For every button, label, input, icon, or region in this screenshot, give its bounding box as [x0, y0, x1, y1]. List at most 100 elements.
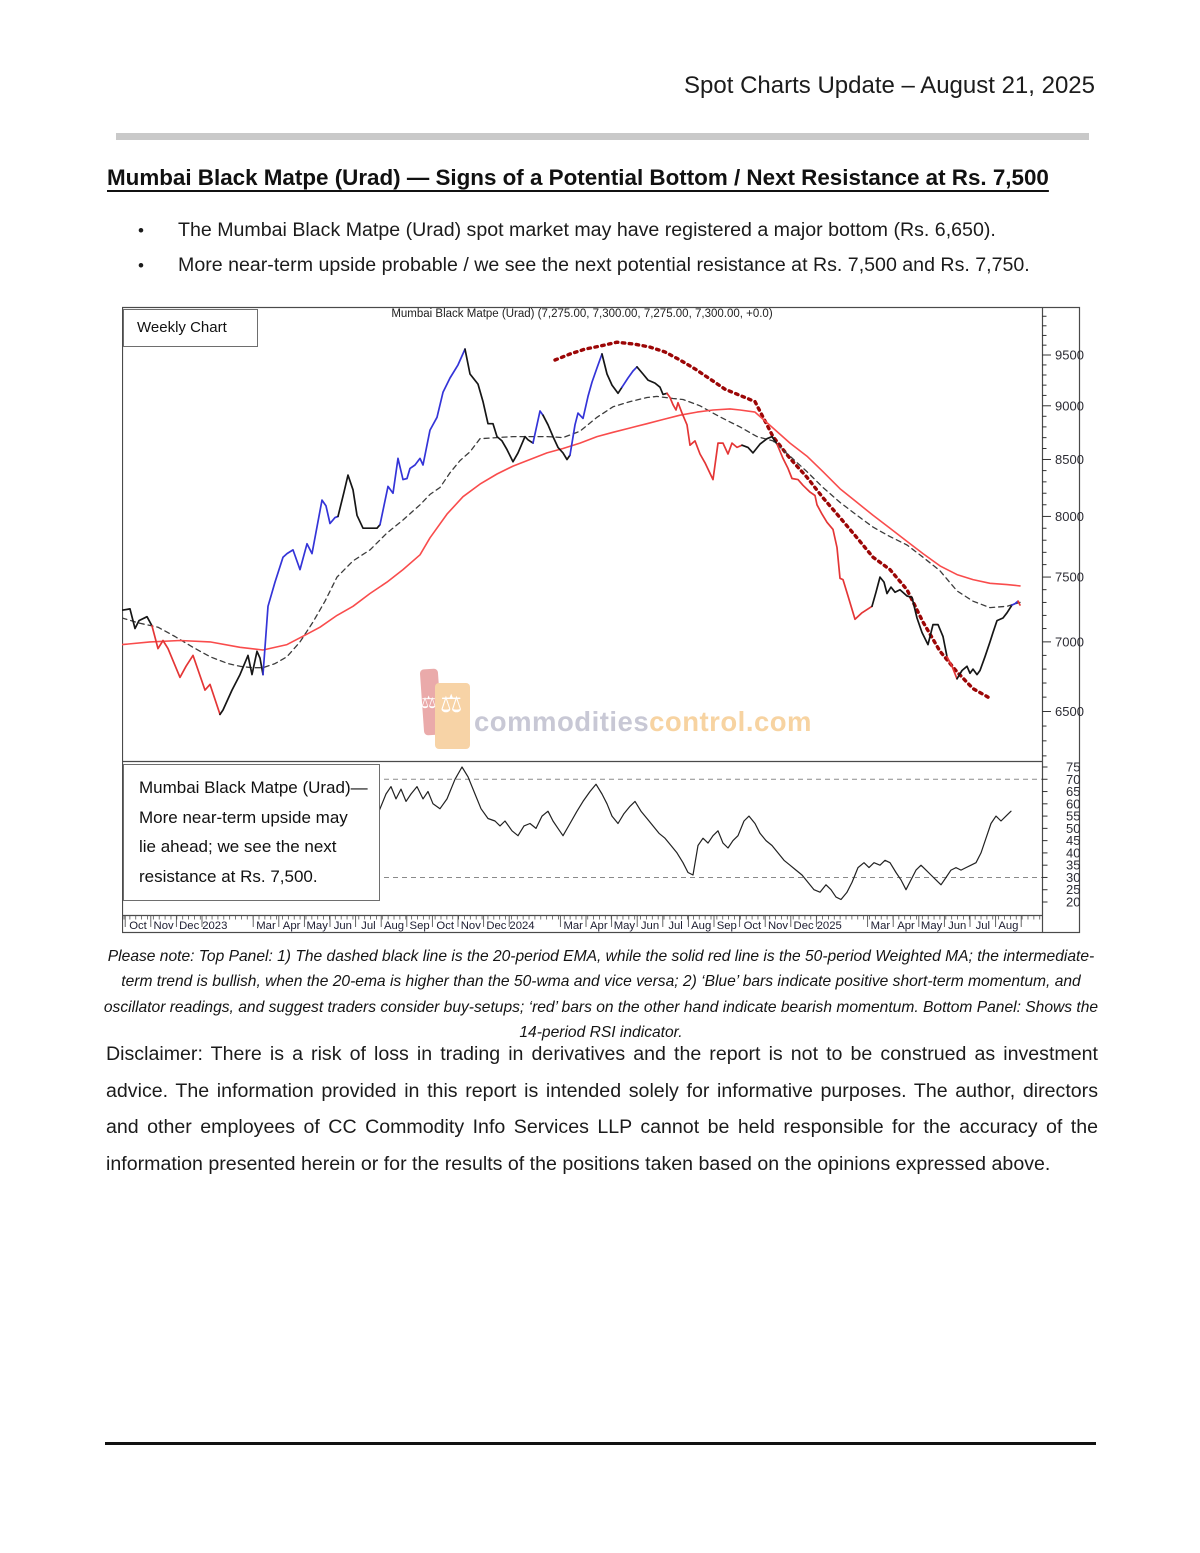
price-line-blue: [1011, 600, 1019, 606]
month-label: May: [307, 920, 329, 932]
month-label: Jul: [361, 920, 375, 932]
month-label: Mar: [256, 920, 276, 932]
price-line-red: [151, 625, 221, 716]
month-label: Nov: [154, 920, 174, 932]
rsi-tick-label: 70: [1066, 772, 1080, 787]
price-line-red: [1017, 600, 1021, 606]
section-title: Mumbai Black Matpe (Urad) — Signs of a P…: [107, 165, 1049, 190]
rsi-tick-label: 20: [1066, 894, 1080, 909]
bullet-item: • More near-term upside probable / we se…: [138, 254, 1108, 277]
month-label: 2025: [817, 920, 842, 932]
month-label: Apr: [590, 920, 608, 932]
month-label: Jun: [948, 920, 966, 932]
rsi-tick-label: 75: [1066, 760, 1080, 775]
price-line-black: [464, 348, 534, 463]
bullet-text: The Mumbai Black Matpe (Urad) spot marke…: [178, 219, 996, 241]
price-line-black: [871, 576, 948, 658]
resistance-arc-line: [553, 340, 990, 699]
chart-footnote: Please note: Top Panel: 1) The dashed bl…: [103, 948, 1099, 1041]
rsi-tick-label: 60: [1066, 796, 1080, 811]
month-label: May: [921, 920, 943, 932]
price-line-black: [601, 353, 623, 395]
price-line-black: [219, 650, 264, 716]
price-tick-label: 7500: [1055, 570, 1084, 585]
price-tick-label: 9000: [1055, 398, 1084, 413]
month-label: Jun: [334, 920, 352, 932]
month-label: Nov: [461, 920, 481, 932]
disclaimer: Disclaimer: There is a risk of loss in t…: [106, 1043, 1098, 1175]
price-line-red: [946, 655, 958, 680]
price-tick-label: 6500: [1055, 704, 1084, 719]
panel-label-box: Weekly Chart: [123, 309, 258, 347]
month-label: Oct: [436, 920, 454, 932]
price-line-black: [337, 474, 381, 530]
watermark-text-orange: control.com: [649, 706, 812, 737]
ema20-line: [122, 395, 1021, 669]
price-line-blue: [379, 348, 466, 526]
rsi-line: [378, 766, 1012, 901]
month-label: Mar: [871, 920, 891, 932]
rsi-tick-label: 65: [1066, 784, 1080, 799]
price-line-black: [542, 414, 571, 461]
rsi-tick-label: 45: [1066, 833, 1080, 848]
month-label: Dec: [179, 920, 199, 932]
price-line-red: [776, 443, 873, 621]
watermark-text-gray: commodities: [474, 706, 650, 737]
rsi-tick-label: 40: [1066, 845, 1080, 860]
price-tick-label: 9500: [1055, 348, 1084, 363]
month-label: 2023: [202, 920, 227, 932]
month-label: Jun: [641, 920, 659, 932]
month-label: Apr: [897, 920, 915, 932]
chart-annotation-box: Mumbai Black Matpe (Urad)— More near-ter…: [123, 764, 380, 901]
price-line-black: [636, 366, 668, 396]
watermark-text: commoditiescontrol.com: [474, 707, 812, 751]
month-label: Oct: [744, 920, 762, 932]
price-line-black: [122, 608, 153, 630]
scales-icon: ⚖: [421, 693, 437, 712]
price-line-blue: [569, 353, 603, 456]
month-label: Dec: [794, 920, 814, 932]
month-label: May: [614, 920, 636, 932]
price-line-blue: [621, 366, 638, 389]
month-label: Jul: [668, 920, 682, 932]
month-label: Dec: [486, 920, 506, 932]
header-divider: [116, 133, 1089, 140]
month-label: Aug: [384, 920, 404, 932]
month-label: Nov: [768, 920, 788, 932]
month-label: Aug: [998, 920, 1018, 932]
rsi-tick-label: 35: [1066, 858, 1080, 873]
month-label: Mar: [563, 920, 583, 932]
rsi-tick-label: 30: [1066, 870, 1080, 885]
rsi-tick-label: 55: [1066, 809, 1080, 824]
bullet-item: • The Mumbai Black Matpe (Urad) spot mar…: [138, 219, 1108, 242]
bullet-text: More near-term upside probable / we see …: [178, 254, 1030, 276]
month-label: Jul: [976, 920, 990, 932]
wma50-line: [122, 408, 1021, 651]
month-label: Sep: [717, 920, 737, 932]
month-label: 2024: [509, 920, 534, 932]
bullet-list: • The Mumbai Black Matpe (Urad) spot mar…: [138, 219, 1108, 289]
month-label: Aug: [691, 920, 711, 932]
month-label: Sep: [410, 920, 430, 932]
price-line-blue: [532, 410, 544, 444]
price-tick-label: 8500: [1055, 452, 1084, 467]
footer-rule: [105, 1442, 1096, 1445]
rsi-tick-label: 25: [1066, 882, 1080, 897]
month-label: Oct: [129, 920, 147, 932]
commoditiescontrol-watermark: ⚖ ⚖ commoditiescontrol.com: [419, 663, 812, 751]
chart-title: Mumbai Black Matpe (Urad) (7,275.00, 7,3…: [391, 308, 773, 320]
price-line-black: [956, 604, 1013, 680]
scales-icon: ⚖: [440, 690, 463, 718]
rsi-tick-label: 50: [1066, 821, 1080, 836]
price-tick-label: 8000: [1055, 509, 1084, 524]
weekly-price-chart: ⚖ ⚖ commoditiescontrol.com 6500 7000 7500 8…: [122, 305, 1090, 935]
price-tick-label: 7000: [1055, 634, 1084, 649]
page-header-title: Spot Charts Update – August 21, 2025: [684, 72, 1095, 99]
price-line-red: [666, 392, 743, 481]
chart-outer-border: [122, 306, 1081, 934]
bullet-icon: •: [138, 221, 144, 240]
price-line-black: [741, 435, 778, 454]
bullet-icon: •: [138, 256, 144, 275]
price-line-blue: [262, 499, 339, 676]
